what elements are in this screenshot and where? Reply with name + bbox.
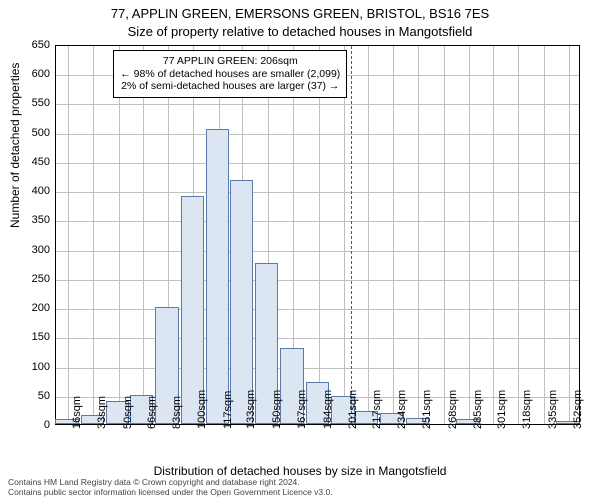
y-axis-label: Number of detached properties — [8, 63, 22, 228]
chart-title-line1: 77, APPLIN GREEN, EMERSONS GREEN, BRISTO… — [0, 6, 600, 21]
grid-line-v — [493, 46, 494, 424]
histogram-bar — [206, 129, 229, 424]
grid-line-v — [319, 46, 320, 424]
x-tick-label: 251sqm — [421, 390, 433, 429]
footer-line2: Contains public sector information licen… — [8, 488, 333, 498]
grid-line-h — [56, 338, 579, 339]
x-tick-label: 285sqm — [472, 390, 484, 429]
x-tick-label: 234sqm — [396, 390, 408, 429]
grid-line-v — [368, 46, 369, 424]
y-tick-label: 200 — [10, 302, 50, 314]
x-tick-label: 66sqm — [146, 396, 158, 429]
grid-line-v — [93, 46, 94, 424]
callout-line3: 2% of semi-detached houses are larger (3… — [120, 80, 340, 93]
y-tick-label: 400 — [10, 185, 50, 197]
x-tick-label: 217sqm — [371, 390, 383, 429]
chart-title-line2: Size of property relative to detached ho… — [0, 24, 600, 39]
x-axis-label: Distribution of detached houses by size … — [0, 464, 600, 478]
grid-line-v — [68, 46, 69, 424]
y-tick-label: 550 — [10, 97, 50, 109]
x-tick-label: 83sqm — [171, 396, 183, 429]
y-tick-label: 150 — [10, 331, 50, 343]
grid-line-h — [56, 221, 579, 222]
y-tick-label: 50 — [10, 390, 50, 402]
grid-line-v — [143, 46, 144, 424]
x-tick-label: 184sqm — [322, 390, 334, 429]
plot-area: 77 APPLIN GREEN: 206sqm← 98% of detached… — [55, 45, 580, 425]
x-tick-label: 201sqm — [347, 390, 359, 429]
grid-line-h — [56, 309, 579, 310]
x-tick-label: 167sqm — [296, 390, 308, 429]
footer-attribution: Contains HM Land Registry data © Crown c… — [8, 478, 333, 498]
grid-line-h — [56, 163, 579, 164]
x-tick-label: 268sqm — [447, 390, 459, 429]
grid-line-v — [444, 46, 445, 424]
y-tick-label: 250 — [10, 273, 50, 285]
callout-line2: ← 98% of detached houses are smaller (2,… — [120, 68, 340, 81]
grid-line-h — [56, 104, 579, 105]
x-tick-label: 318sqm — [521, 390, 533, 429]
grid-line-h — [56, 192, 579, 193]
histogram-bar — [230, 180, 253, 424]
grid-line-h — [56, 134, 579, 135]
x-tick-label: 33sqm — [96, 396, 108, 429]
grid-line-v — [544, 46, 545, 424]
x-tick-label: 117sqm — [222, 391, 234, 429]
grid-line-h — [56, 251, 579, 252]
grid-line-v — [344, 46, 345, 424]
y-tick-label: 0 — [10, 419, 50, 431]
x-tick-label: 133sqm — [245, 390, 257, 429]
callout-line1: 77 APPLIN GREEN: 206sqm — [120, 55, 340, 68]
y-tick-label: 600 — [10, 68, 50, 80]
y-tick-label: 650 — [10, 39, 50, 51]
x-tick-label: 50sqm — [122, 396, 134, 429]
grid-line-v — [518, 46, 519, 424]
grid-line-h — [56, 280, 579, 281]
grid-line-v — [393, 46, 394, 424]
y-tick-label: 100 — [10, 361, 50, 373]
y-tick-label: 350 — [10, 214, 50, 226]
grid-line-v — [569, 46, 570, 424]
grid-line-v — [469, 46, 470, 424]
y-tick-label: 500 — [10, 127, 50, 139]
y-tick-label: 450 — [10, 156, 50, 168]
y-tick-label: 300 — [10, 244, 50, 256]
marker-line — [351, 46, 352, 424]
grid-line-v — [418, 46, 419, 424]
x-tick-label: 100sqm — [196, 390, 208, 429]
grid-line-v — [119, 46, 120, 424]
x-tick-label: 150sqm — [271, 390, 283, 429]
x-tick-label: 16sqm — [71, 396, 83, 429]
callout-box: 77 APPLIN GREEN: 206sqm← 98% of detached… — [113, 50, 347, 98]
x-tick-label: 352sqm — [572, 390, 584, 429]
x-tick-label: 301sqm — [496, 390, 508, 429]
grid-line-h — [56, 368, 579, 369]
x-tick-label: 335sqm — [547, 390, 559, 429]
